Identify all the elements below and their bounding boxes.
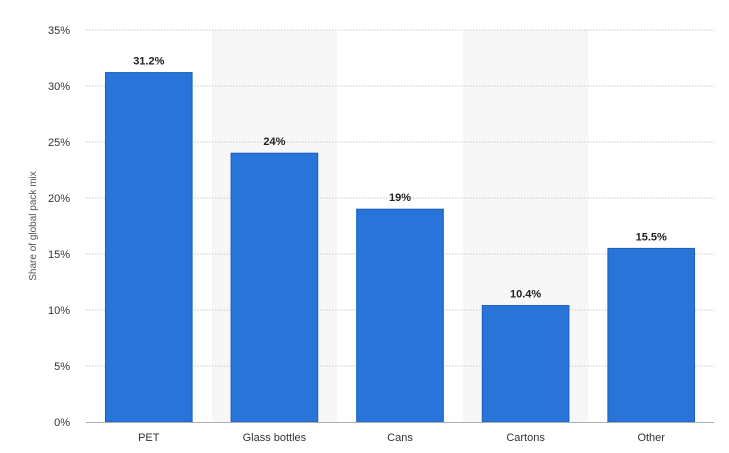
data-label: 19% bbox=[389, 192, 411, 204]
y-axis-ticks: 0% 5% 10% 15% 20% 25% 30% 35% bbox=[48, 25, 70, 429]
bar-cartons bbox=[481, 305, 570, 423]
y-axis-label: Share of global pack mix bbox=[28, 171, 39, 281]
data-label: 10.4% bbox=[510, 289, 541, 301]
bar-glass-bottles bbox=[230, 152, 319, 423]
x-category-label: Cartons bbox=[506, 432, 545, 444]
x-category-label: Other bbox=[637, 432, 665, 444]
y-tick-label: 20% bbox=[48, 193, 70, 205]
data-label: 31.2% bbox=[133, 56, 164, 68]
y-tick-label: 25% bbox=[48, 137, 70, 149]
bar-cans bbox=[356, 208, 444, 423]
x-category-label: PET bbox=[138, 432, 160, 444]
data-labels: 31.2% 24% 19% 10.4% 15.5% bbox=[133, 56, 667, 301]
y-tick-label: 0% bbox=[54, 417, 70, 429]
bars bbox=[104, 72, 696, 423]
x-axis-categories: PET Glass bottles Cans Cartons Other bbox=[138, 432, 665, 444]
y-tick-label: 30% bbox=[48, 81, 70, 93]
y-tick-label: 35% bbox=[48, 25, 70, 37]
x-category-label: Cans bbox=[387, 432, 413, 444]
data-label: 24% bbox=[263, 136, 285, 148]
bar-pet bbox=[104, 72, 193, 423]
x-category-label: Glass bottles bbox=[243, 432, 307, 444]
data-label: 15.5% bbox=[636, 231, 667, 243]
y-tick-label: 10% bbox=[48, 305, 70, 317]
y-tick-label: 5% bbox=[54, 361, 70, 373]
y-tick-label: 15% bbox=[48, 249, 70, 261]
bar-other bbox=[607, 247, 696, 423]
